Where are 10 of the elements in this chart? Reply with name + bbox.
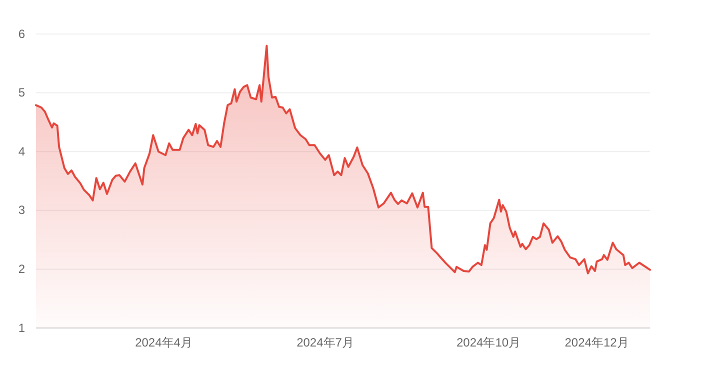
x-tick-label: 2024年4月 (135, 336, 192, 350)
y-tick-label: 1 (18, 320, 26, 335)
y-tick-label: 5 (18, 86, 26, 100)
x-tick-label: 2024年10月 (456, 336, 521, 350)
y-tick-label: 2 (18, 262, 26, 276)
x-tick-label: 2024年7月 (296, 336, 354, 350)
y-tick-label: 4 (18, 144, 26, 158)
x-tick-label: 2024年12月 (564, 336, 629, 350)
y-tick-label: 3 (18, 203, 26, 218)
y-tick-label: 6 (18, 26, 26, 41)
